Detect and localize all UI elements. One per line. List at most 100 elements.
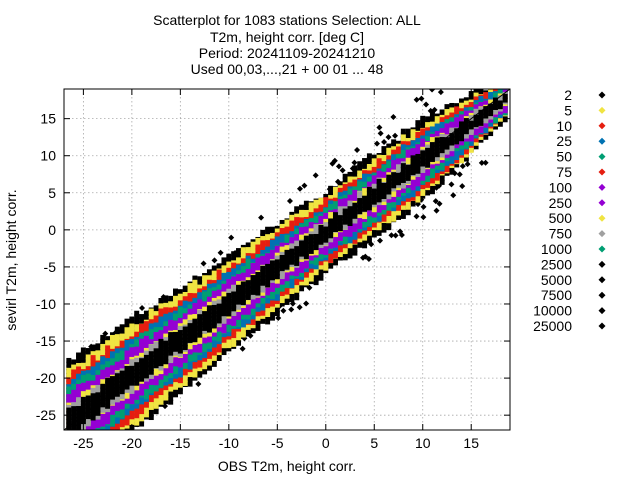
density-cell [226,261,232,267]
density-cell [110,436,115,441]
density-cell [139,409,145,415]
density-cell [328,195,334,201]
density-cell [240,250,246,256]
density-cell [168,399,174,405]
density-cell [182,285,188,291]
density-cell [139,421,145,427]
density-cell [148,404,154,410]
density-cell [366,238,372,244]
density-cell [85,366,91,372]
density-cell [503,82,508,87]
density-cell [255,237,261,243]
density-cell [459,98,465,104]
density-cell [168,395,174,401]
density-cell [85,354,91,360]
density-cell [134,416,140,422]
density-cell [366,167,372,173]
density-cell [425,122,431,128]
density-cell [313,199,319,205]
density-cell [439,176,445,182]
density-cell [71,458,76,463]
density-cell [173,392,178,398]
density-cell [371,228,377,234]
density-cell [497,116,503,122]
density-cell [168,386,174,392]
density-cell [124,327,130,333]
density-cell [274,307,280,313]
density-cell [260,229,266,235]
density-cell [124,322,130,328]
chart-title-line-3: Period: 20241109-20241210 [199,45,376,61]
density-cell [396,143,401,149]
density-cell [342,177,348,183]
outlier-point [432,198,439,205]
density-cell [71,474,76,479]
density-cell [294,284,300,290]
density-cell [371,158,377,164]
density-cell [173,388,178,394]
density-cell [100,439,105,444]
density-cell [134,331,140,337]
density-cell [139,412,145,418]
density-cell [313,270,319,276]
density-cell [66,453,71,458]
density-cell [313,272,319,278]
density-cell [284,296,290,302]
density-cell [66,438,71,443]
density-cell [405,132,411,138]
density-cell [81,466,86,471]
density-cell [148,415,154,421]
density-cell [100,440,105,445]
density-cell [332,186,338,192]
density-cell [231,251,237,257]
density-cell [221,350,227,356]
density-cell [86,458,91,463]
density-cell [303,209,309,215]
density-cell [405,204,411,210]
density-cell [168,307,174,313]
density-cell [81,459,86,464]
density-cell [182,296,188,302]
density-cell [100,446,105,451]
outlier-point [354,146,361,153]
density-cell [284,293,290,299]
density-cell [245,242,251,248]
density-cell [134,314,140,320]
density-cell [492,124,498,130]
density-cell [66,357,72,363]
density-cell [202,282,208,288]
density-cell [66,447,71,452]
density-cell [206,350,212,356]
density-cell [245,327,251,333]
density-cell [381,227,387,233]
density-cell [216,263,222,269]
density-cell [236,251,242,257]
density-cell [381,154,387,160]
outlier-point [359,254,366,261]
density-cell [323,193,329,199]
density-cell [211,274,217,280]
density-cell [444,109,450,115]
density-cell [71,454,76,459]
density-cell [294,213,300,219]
density-cell [124,318,130,324]
density-cell [279,294,285,300]
density-cell [318,264,324,270]
density-cell [173,377,178,383]
density-cell [425,116,431,122]
density-cell [449,165,455,171]
density-cell [105,444,110,449]
density-cell [366,160,372,166]
density-cell [197,276,203,282]
density-cell [371,225,377,231]
density-cell [71,457,76,462]
density-cell [153,315,159,321]
density-cell [148,308,154,314]
density-cell [197,284,203,290]
density-cell [148,393,154,399]
density-cell [386,143,392,149]
density-cell [236,257,242,263]
outlier-point [351,159,358,166]
density-cell [100,433,105,438]
outlier-point [258,214,265,221]
